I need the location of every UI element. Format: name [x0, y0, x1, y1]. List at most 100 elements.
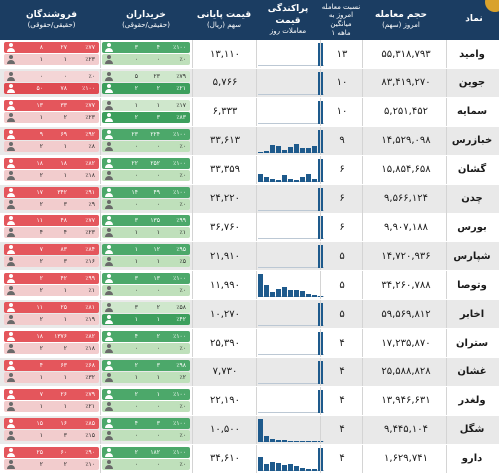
- percent-text: ٪۱۰۰: [173, 159, 186, 167]
- volume-text: ۱: [134, 246, 138, 254]
- count-text: ۳: [156, 419, 160, 427]
- volume-text: ۴: [134, 419, 138, 427]
- sell-institutional-pill: ٪۲۳ ۴ ۴: [4, 227, 99, 239]
- table-row[interactable]: ستران ۱۷,۲۳۵,۸۷۰ ۴ ۲۵,۳۹۰ ٪۱۰۰ ۲ ۴ ٪۰ ۰ ۰ ٪۸۲ ۱۳۷۶ ۱…: [0, 329, 499, 357]
- column-divider: [446, 126, 447, 155]
- symbol-cell[interactable]: بورس: [457, 221, 487, 233]
- header-dispersion: پراکندگی قیمت معاملات روز: [267, 4, 309, 35]
- buyers-cell: ٪۱۰۰ ۳ ۴ ٪۰ ۰ ۰: [102, 416, 190, 443]
- user-icon: [7, 112, 15, 122]
- percent-text: ٪۰: [179, 431, 186, 439]
- column-divider: [320, 184, 321, 213]
- user-icon: [7, 228, 15, 238]
- price-dispersion-chart: [258, 447, 324, 471]
- symbol-cell[interactable]: اخابر: [459, 308, 485, 320]
- table-row[interactable]: ولغدر ۱۳,۹۴۶,۶۳۱ ۴ ۲۲,۱۹۰ ٪۱۰۰ ۱ ۲ ٪۰ ۰ ۰ ٪۷۹ ۲۶ ۷ ٪۲…: [0, 386, 499, 415]
- volume-text: ۲: [39, 200, 43, 208]
- buyers-cell: ٪۱۰۰ ۱۸۲ ۲ ٪۰ ۰ ۰: [102, 445, 190, 472]
- column-divider: [100, 184, 101, 213]
- count-text: ۱۲: [153, 246, 160, 254]
- sell-institutional-pill: ٪۸ ۱ ۲: [4, 140, 99, 152]
- table-row[interactable]: وتوصا ۳۴,۲۶۰,۷۸۸ ۵ ۱۱,۹۹۰ ٪۱۰۰ ۱۳ ۳ ٪۰ ۰ ۰ ٪۹۹ ۴۲ ۲ ٪…: [0, 271, 499, 300]
- count-text: ۰: [156, 287, 160, 295]
- dispersion-bar: [300, 147, 305, 153]
- column-divider: [100, 300, 101, 329]
- dispersion-bar: [276, 145, 281, 153]
- column-divider: [362, 271, 363, 300]
- count-text: ۱: [63, 402, 67, 410]
- table-row[interactable]: شپارس ۱۴,۷۲۰,۹۳۶ ۵ ۲۱,۹۱۰ ٪۹۵ ۱۲ ۱ ٪۵ ۱ ۱ ٪۸۴ ۸۳ ۷ ٪۱…: [0, 242, 499, 271]
- sell-individual-pill: ٪۸۲ ۱۸ ۱۸: [4, 157, 99, 169]
- user-icon: [7, 286, 15, 296]
- buy-individual-pill: ٪۱۰۰ ۴ ۳: [102, 42, 190, 53]
- table-row[interactable]: خبازرس ۱۴,۵۲۹,۰۹۸ ۹ ۳۳,۶۱۳ ٪۱۰۰ ۲۲۴ ۲۳ ٪۰ ۰ ۰ ٪۹۲ ۶…: [0, 126, 499, 155]
- volume-text: ۳: [134, 304, 138, 312]
- count-text: ۷۸: [60, 84, 67, 92]
- symbol-cell[interactable]: ولغدر: [458, 395, 486, 407]
- table-row[interactable]: گشان ۱۵,۸۵۴,۶۵۸ ۶ ۳۳,۳۵۹ ٪۱۰۰ ۲۵۲ ۲۲ ٪۰ ۰ ۰ ٪۸۲ ۱۸ ۱…: [0, 155, 499, 184]
- column-divider: [100, 155, 101, 184]
- dispersion-bar: [270, 144, 275, 153]
- volume-text: ۱: [134, 316, 138, 324]
- table-row[interactable]: شگل ۹,۴۴۵,۱۰۴ ۴ ۱۰,۵۰۰ ٪۱۰۰ ۳ ۴ ٪۰ ۰ ۰ ٪۸۵ ۱۶ ۱۵ ٪۱۵ ۳…: [0, 415, 499, 444]
- ratio-cell: ۴: [339, 453, 345, 465]
- symbol-cell[interactable]: شگل: [459, 424, 485, 436]
- table-row[interactable]: غشان ۲۵,۵۸۸,۸۲۸ ۴ ۷,۷۳۰ ٪۹۸ ۳ ۲ ٪۲ ۱ ۱ ٪۶۸ ۶۳ ۴ ٪۳۲ ۱ ۱: [0, 357, 499, 386]
- volume-text: ۰: [134, 460, 138, 468]
- dispersion-bar: [264, 150, 269, 153]
- percent-text: ٪۱۰۰: [173, 390, 186, 398]
- count-text: ۲: [156, 304, 160, 312]
- sellers-cell: ٪۹۲ ۶۹ ۹ ٪۸ ۱ ۲: [4, 127, 99, 154]
- table-row[interactable]: وامید ۵۵,۳۱۸,۷۹۳ ۱۳ ۱۳,۱۱۰ ٪۱۰۰ ۴ ۳ ٪۰ ۰ ۰ ٪۷۷ ۲۷ ۸ ٪…: [0, 40, 499, 68]
- symbol-cell[interactable]: خبازرس: [451, 135, 493, 147]
- percent-text: ٪۹۹: [176, 217, 186, 225]
- column-divider: [320, 444, 321, 473]
- user-icon: [7, 43, 15, 52]
- dispersion-bar: [288, 290, 293, 298]
- symbol-cell[interactable]: ستران: [455, 337, 489, 349]
- symbol-cell[interactable]: وتوصا: [457, 279, 487, 291]
- sellers-cell: ٪۷۷ ۴۸ ۱۱ ٪۲۳ ۴ ۴: [4, 213, 99, 240]
- volume-cell: ۹,۹۰۷,۱۸۸: [384, 221, 428, 233]
- header-sellers: فروشندگان (حقیقی/حقوقی): [25, 10, 78, 30]
- table-row[interactable]: جوین ۸۳,۴۱۹,۲۷۰ ۱۰ ۵,۷۶۶ ٪۷۹ ۲۳ ۵ ٪۲۱ ۲ ۲ ٪۰ ۰ ۰ ٪۱۰۰…: [0, 68, 499, 97]
- count-text: ۰: [156, 460, 160, 468]
- buy-individual-pill: ٪۱۰۰ ۱۳ ۳: [102, 273, 190, 285]
- symbol-cell[interactable]: شپارس: [453, 250, 491, 262]
- user-icon: [7, 418, 15, 428]
- price-cell: ۲۲,۱۹۰: [209, 395, 241, 407]
- table-row[interactable]: سمایه ۵,۲۵۱,۴۵۲ ۱۰ ۶,۳۳۳ ٪۱۷ ۱ ۱ ٪۸۳ ۳ ۲ ٪۷۷ ۳۳ ۱۳ ٪۲…: [0, 97, 499, 126]
- percent-text: ٪۸۴: [85, 246, 95, 254]
- user-icon: [7, 315, 15, 325]
- sellers-cell: ٪۸۲ ۱۸ ۱۸ ٪۱۸ ۱ ۲: [4, 156, 99, 183]
- table-row[interactable]: بورس ۹,۹۰۷,۱۸۸ ۶ ۳۶,۷۶۰ ٪۹۹ ۱۳۵ ۳ ٪۱ ۱ ۱ ٪۷۷ ۴۸ ۱۱ ٪۲…: [0, 213, 499, 242]
- dispersion-bar: [282, 149, 287, 153]
- count-text: ۶۰: [60, 448, 67, 456]
- percent-text: ٪۲۳: [85, 113, 95, 121]
- symbol-cell[interactable]: سمایه: [456, 106, 488, 118]
- count-text: ۰: [156, 345, 160, 352]
- volume-text: ۲: [39, 142, 43, 150]
- symbol-cell[interactable]: غشان: [457, 366, 487, 378]
- symbol-cell[interactable]: گشان: [457, 164, 487, 176]
- price-cell: ۱۱,۹۹۰: [209, 279, 241, 291]
- count-text: ۳۴۲: [57, 188, 67, 196]
- volume-text: ۴: [134, 333, 138, 340]
- symbol-cell[interactable]: وامید: [459, 48, 485, 60]
- table-row[interactable]: دارو ۱,۶۲۹,۷۴۱ ۴ ۳۴,۶۱۰ ٪۱۰۰ ۱۸۲ ۲ ٪۰ ۰ ۰ ٪۹۰ ۶۰ ۲۵ ٪…: [0, 444, 499, 473]
- symbol-cell[interactable]: چدن: [461, 193, 483, 204]
- volume-text: ۲: [134, 361, 138, 369]
- column-divider: [100, 242, 101, 271]
- sellers-cell: ٪۸۲ ۱۳۷۶ ۱۸ ٪۱۸ ۲ ۲: [4, 329, 99, 356]
- volume-text: ۱۸: [36, 333, 43, 340]
- symbol-cell[interactable]: جوین: [458, 77, 486, 89]
- column-divider: [100, 386, 101, 415]
- dispersion-bar: [270, 178, 275, 182]
- table-row[interactable]: اخابر ۵۹,۵۶۹,۸۱۲ ۵ ۱۰,۲۷۰ ٪۵۸ ۲ ۳ ٪۴۲ ۱ ۱ ٪۸۱ ۲۵ ۱۱ ٪…: [0, 300, 499, 329]
- header-symbol: نماد: [465, 14, 483, 25]
- symbol-cell[interactable]: دارو: [461, 453, 483, 465]
- table-row[interactable]: چدن ۹,۵۶۶,۱۲۴ ۶ ۲۴,۲۲۰ ٪۱۰۰ ۴۹ ۱۴ ٪۰ ۰ ۰ ٪۹۱ ۳۴۲ ۱۷ ٪…: [0, 184, 499, 213]
- buy-institutional-pill: ٪۴۲ ۱ ۱: [102, 314, 190, 326]
- user-icon: [105, 158, 113, 168]
- percent-text: ٪۴۲: [176, 316, 186, 324]
